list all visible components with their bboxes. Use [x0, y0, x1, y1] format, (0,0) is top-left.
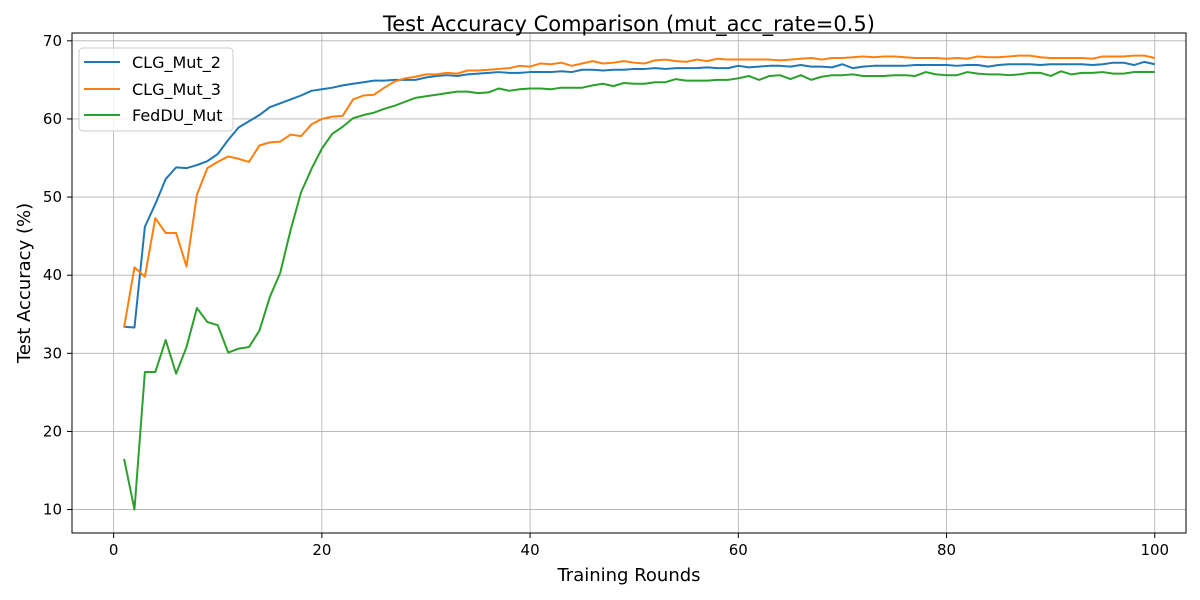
legend: CLG_Mut_2 CLG_Mut_3 FedDU_Mut	[78, 47, 234, 132]
legend-box	[78, 47, 234, 132]
y-tick-label: 40	[43, 266, 62, 284]
y-tick-label: 70	[43, 32, 62, 50]
x-tick-label: 60	[729, 541, 748, 559]
legend-label-clg-mut-3: CLG_Mut_3	[132, 80, 221, 100]
chart-title: Test Accuracy Comparison (mut_acc_rate=0…	[382, 12, 875, 37]
series-line-clg-mut-3	[123, 54, 1155, 328]
grid	[72, 33, 1186, 533]
x-tick-label: 0	[109, 541, 119, 559]
x-tick-label: 80	[937, 541, 956, 559]
axis-ticks: 0 20 40 60 80 100 10 20 30 40 50 60 70	[43, 32, 1169, 559]
plot-frame	[71, 32, 1187, 534]
y-tick-label: 60	[43, 110, 62, 128]
legend-label-clg-mut-2: CLG_Mut_2	[132, 53, 221, 73]
y-tick-label: 10	[43, 501, 62, 519]
y-tick-label: 30	[43, 344, 62, 362]
series-line-feddu-mut	[123, 70, 1155, 511]
x-tick-label: 20	[312, 541, 331, 559]
series-line-clg-mut-2	[123, 60, 1155, 329]
x-tick-label: 40	[521, 541, 540, 559]
y-tick-label: 50	[43, 188, 62, 206]
y-axis-title: Test Accuracy (%)	[14, 203, 35, 364]
series-lines	[123, 54, 1155, 511]
legend-label-feddu-mut: FedDU_Mut	[132, 106, 223, 126]
x-tick-label: 100	[1140, 541, 1169, 559]
y-tick-label: 20	[43, 422, 62, 440]
x-axis-title: Training Rounds	[556, 565, 700, 586]
